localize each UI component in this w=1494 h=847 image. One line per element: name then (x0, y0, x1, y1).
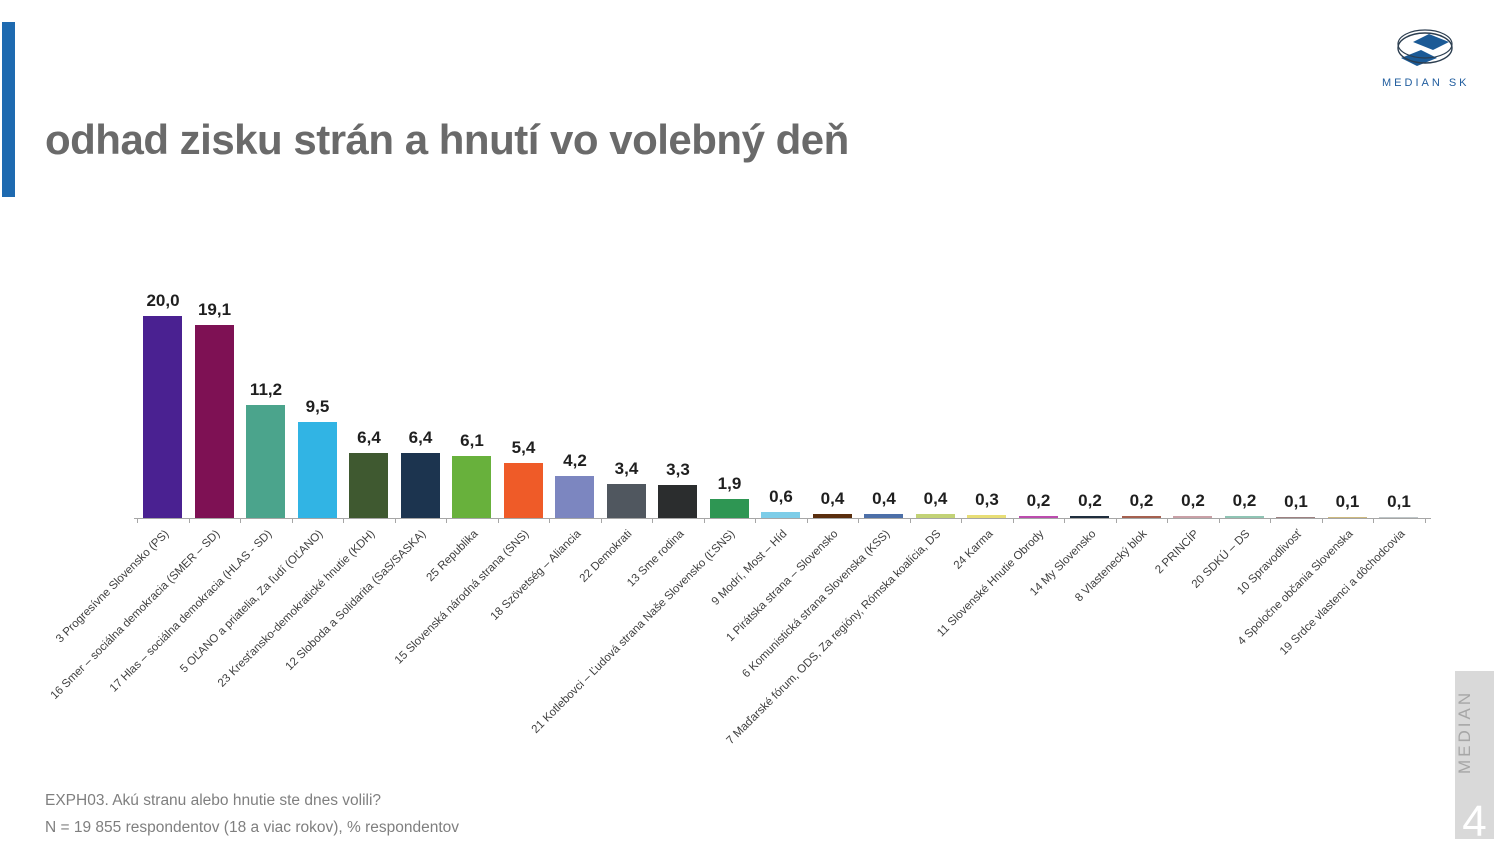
bar (297, 422, 337, 518)
sample-size-note: N = 19 855 respondentov (18 a viac rokov… (45, 819, 460, 836)
bar-value-label: 6,1 (460, 431, 484, 451)
logo-ring-icon (1397, 29, 1453, 66)
bar (606, 483, 646, 518)
x-axis-tick (549, 519, 550, 523)
x-axis-tick (240, 519, 241, 523)
plot-area: 20,0 19,1 11,2 9,5 6,4 6,4 6,1 5,4 4,2 3,4 3,3 1,9 0… (137, 0, 1431, 518)
bar (1018, 515, 1058, 518)
page-number: 4 (1462, 797, 1487, 846)
bar (503, 463, 543, 518)
side-strip: MEDIAN 4 (1455, 671, 1494, 846)
logo-brand-text: MEDIAN SK (1382, 77, 1470, 89)
x-axis-tick (1270, 519, 1271, 523)
bar (400, 453, 440, 518)
bar (194, 325, 234, 518)
x-axis-tick (1218, 519, 1220, 523)
bar-value-label: 3,3 (666, 459, 690, 479)
x-axis-tick (291, 519, 293, 523)
survey-question: EXPH03. Akú stranu alebo hnutie ste dnes… (45, 792, 382, 809)
bar-value-label: 5,4 (511, 438, 536, 458)
bar-value-label: 0,2 (1181, 490, 1205, 510)
chart-footnote: EXPH03. Akú stranu alebo hnutie ste dnes… (45, 787, 459, 841)
bar-value-label: 20,0 (146, 291, 180, 310)
bar-value-label: 0,2 (1129, 490, 1154, 510)
bar-value-label: 6,4 (408, 428, 433, 448)
x-axis-tick (1373, 519, 1374, 523)
x-axis-tick (1424, 519, 1426, 523)
x-axis-tick (1167, 519, 1168, 523)
x-axis-tick (137, 519, 138, 523)
x-axis-tick (1064, 519, 1065, 523)
x-axis-tick (394, 519, 396, 523)
x-axis-tick (755, 519, 756, 523)
bar (1070, 515, 1109, 518)
median-sk-logo: MEDIAN SK (1382, 22, 1468, 89)
bar-value-label: 0,4 (820, 488, 845, 508)
bar-value-label: 0,4 (923, 488, 948, 508)
bar-value-label: 4,2 (563, 450, 587, 470)
bar (658, 484, 697, 518)
x-axis-tick (1321, 519, 1323, 523)
x-axis-tick (1115, 519, 1117, 523)
x-axis-tick (858, 519, 859, 523)
x-axis (134, 518, 1431, 519)
bar (761, 511, 800, 518)
bar (1379, 517, 1418, 518)
bar (709, 498, 749, 518)
bar-value-label: 0,3 (975, 489, 999, 509)
bar-value-label: 19,1 (197, 300, 232, 320)
title-accent-bar (2, 22, 15, 197)
bar (1173, 515, 1212, 518)
bar-value-label: 0,2 (1232, 490, 1257, 510)
bar (143, 316, 182, 518)
x-axis-tick (703, 519, 705, 523)
x-axis-tick (600, 519, 602, 523)
bar (812, 513, 852, 518)
bar (864, 513, 903, 518)
bar (1224, 515, 1264, 518)
bar-value-label: 6,4 (357, 428, 381, 448)
x-axis-tick (961, 519, 962, 523)
bar-value-label: 0,2 (1078, 490, 1102, 510)
bar-value-label: 9,5 (305, 397, 330, 417)
bar-value-label: 0,1 (1387, 492, 1411, 511)
bar (915, 513, 955, 518)
bar-value-label: 0,1 (1335, 492, 1360, 511)
x-axis-tick (806, 519, 808, 523)
bar-value-label: 0,4 (872, 488, 896, 508)
bar (1327, 517, 1367, 518)
bar (1121, 515, 1161, 518)
x-axis-labels: 3 Progresívne Slovensko (PS) 16 Smer – so… (49, 518, 1431, 798)
x-axis-tick (446, 519, 447, 523)
bar-value-label: 3,4 (614, 458, 639, 478)
bar (555, 475, 594, 518)
bar (452, 456, 491, 518)
x-axis-tick (909, 519, 911, 523)
bar-value-label: 0,6 (769, 486, 793, 506)
x-axis-tick (497, 519, 499, 523)
x-axis-tick (1012, 519, 1014, 523)
bar (1276, 517, 1315, 518)
bar-value-label: 11,2 (249, 379, 283, 399)
x-axis-tick (652, 519, 653, 523)
bar-value-label: 1,9 (717, 473, 742, 493)
bar (349, 453, 388, 518)
bar-value-label: 0,1 (1284, 492, 1308, 511)
x-axis-tick (343, 519, 344, 523)
bar (246, 404, 285, 518)
bar-value-label: 0,2 (1026, 490, 1051, 510)
bar (967, 514, 1006, 518)
vertical-brand-text: MEDIAN (1455, 689, 1474, 775)
x-axis-tick (188, 519, 190, 523)
page-title: odhad zisku strán a hnutí vo volebný deň (45, 116, 849, 164)
